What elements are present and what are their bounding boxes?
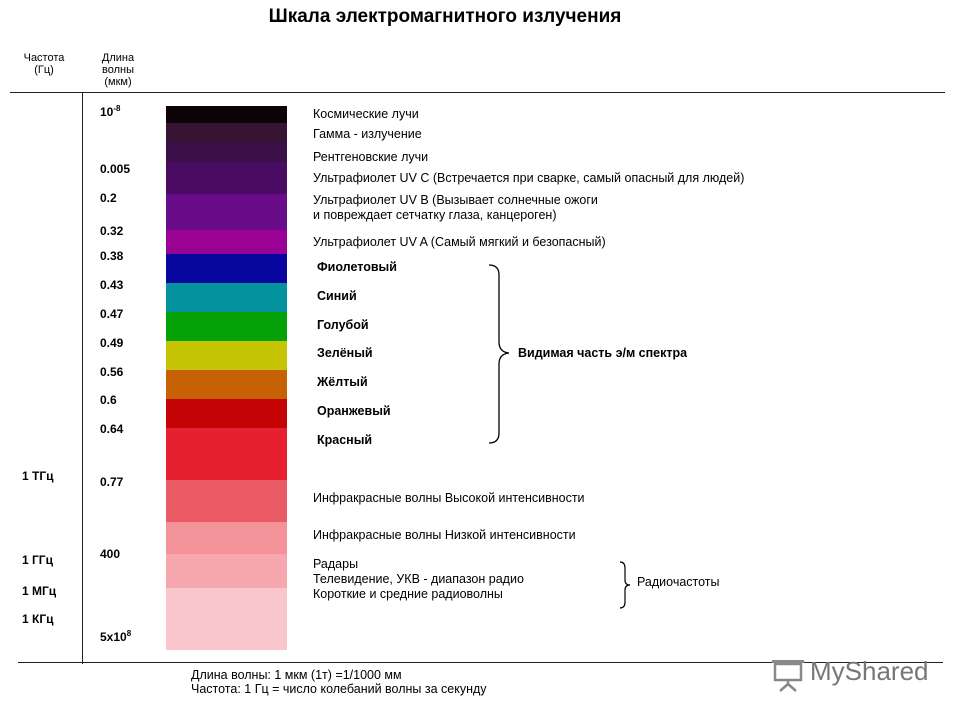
- wavelength-mark: 0.6: [100, 393, 117, 407]
- wavelength-mark: 0.47: [100, 307, 124, 321]
- label-yellow: Жёлтый: [317, 375, 368, 389]
- label-red: Красный: [317, 433, 373, 447]
- page-title: Шкала электромагнитного излучения: [268, 6, 622, 27]
- column-divider: [82, 92, 83, 664]
- note-frequency-definition: Частота: 1 Гц = число колебаний волны за…: [191, 682, 487, 696]
- logo-text: MyShared: [810, 656, 929, 686]
- label-tv: Телевидение, УКВ - диапазон радио: [313, 572, 524, 586]
- band-ir-low: [166, 522, 287, 554]
- band-blue: [166, 283, 287, 312]
- radio-brace: [619, 561, 631, 609]
- label-uv-c: Ультрафиолет UV C (Встречается при сварк…: [313, 171, 745, 185]
- band-violet: [166, 254, 287, 283]
- frequency-mark: 1 ТГц: [22, 469, 54, 483]
- wavelength-mark: 400: [100, 547, 121, 561]
- label-uv-b: Ультрафиолет UV B (Вызывает солнечные ож…: [313, 193, 598, 222]
- band-cyan: [166, 312, 287, 341]
- wavelength-mark: 0.43: [100, 278, 124, 292]
- label-gamma: Гамма - излучение: [313, 127, 422, 141]
- band-uva: [166, 230, 287, 254]
- band-ir-high: [166, 480, 287, 522]
- wavelength-mark: 0.32: [100, 224, 124, 238]
- band-longwave: [166, 614, 287, 650]
- band-radar-tv: [166, 554, 287, 588]
- band-xray: [166, 142, 287, 162]
- wavelength-mark: 10-8: [100, 104, 121, 119]
- wavelength-mark: 0.49: [100, 336, 124, 350]
- visible-spectrum-brace: [488, 264, 510, 444]
- band-uvc: [166, 162, 287, 194]
- label-green: Зелёный: [317, 346, 373, 360]
- label-cosmic-rays: Космические лучи: [313, 107, 419, 121]
- frequency-mark: 1 КГц: [22, 612, 54, 626]
- frequency-mark: 1 ГГц: [22, 553, 53, 567]
- band-orange: [166, 399, 287, 428]
- band-green: [166, 341, 287, 370]
- band-gamma: [166, 123, 287, 142]
- projector-screen-icon: [772, 660, 804, 692]
- frequency-mark: 1 МГц: [22, 584, 57, 598]
- bottom-rule: [18, 662, 943, 663]
- note-wavelength-definition: Длина волны: 1 мкм (1т) =1/1000 мм: [191, 668, 402, 682]
- wavelength-mark: 0.77: [100, 475, 124, 489]
- label-uv-a: Ультрафиолет UV A (Самый мягкий и безопа…: [313, 235, 606, 249]
- wavelength-mark: 0.005: [100, 162, 131, 176]
- label-ir-high: Инфракрасные волны Высокой интенсивности: [313, 491, 585, 505]
- frequency-header: Частота (Гц): [23, 52, 65, 76]
- band-uvb: [166, 194, 287, 230]
- top-rule: [10, 92, 945, 93]
- wavelength-header: Длина волны (мкм): [101, 52, 135, 88]
- band-shortwave: [166, 588, 287, 614]
- wavelength-mark: 0.2: [100, 191, 117, 205]
- wavelength-mark: 0.56: [100, 365, 124, 379]
- band-red: [166, 428, 287, 480]
- label-cyan: Голубой: [317, 318, 369, 332]
- label-radar: Радары: [313, 557, 359, 571]
- wavelength-mark: 0.64: [100, 422, 124, 436]
- label-radio-frequencies: Радиочастоты: [637, 575, 720, 589]
- label-xray: Рентгеновские лучи: [313, 150, 429, 164]
- label-violet: Фиолетовый: [317, 260, 397, 274]
- myshared-logo: MyShared: [770, 656, 930, 696]
- label-short-medium-waves: Короткие и средние радиоволны: [313, 587, 503, 601]
- label-blue: Синий: [317, 289, 357, 303]
- wavelength-mark: 5x108: [100, 629, 132, 644]
- wavelength-mark: 0.38: [100, 249, 124, 263]
- label-orange: Оранжевый: [317, 404, 391, 418]
- band-cosmic: [166, 106, 287, 123]
- label-ir-low: Инфракрасные волны Низкой интенсивности: [313, 528, 576, 542]
- label-visible-spectrum: Видимая часть э/м спектра: [518, 346, 688, 360]
- band-yellow: [166, 370, 287, 399]
